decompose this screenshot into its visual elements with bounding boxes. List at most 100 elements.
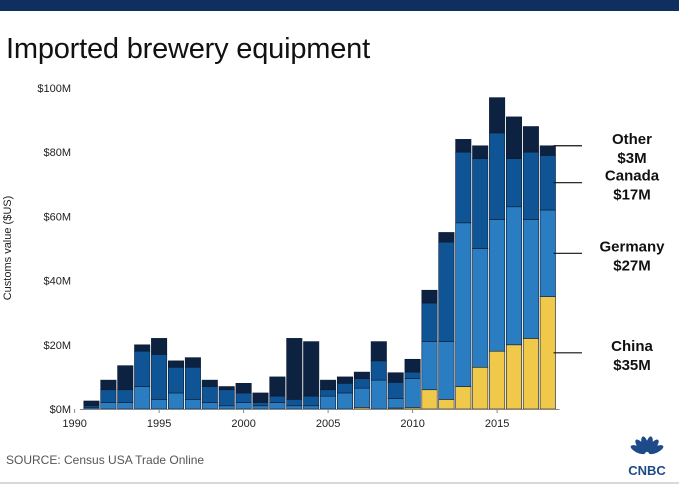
bar-segment-canada — [336, 383, 353, 394]
bar-segment-germany — [303, 405, 320, 410]
bar-segment-germany — [489, 219, 506, 352]
logo-text: CNBC — [628, 463, 666, 478]
bar-segment-canada — [235, 392, 252, 403]
bar-segment-canada — [218, 389, 235, 407]
x-tick-label: 2000 — [231, 418, 255, 430]
bar-segment-other — [134, 344, 151, 352]
bar-segment-china — [539, 296, 556, 410]
bar-segment-other — [370, 341, 387, 362]
bar-segment-germany — [336, 392, 353, 410]
bar-segment-other — [505, 116, 522, 159]
bar-segment-other — [387, 372, 404, 383]
bar-segment-germany — [353, 387, 370, 408]
bar-segment-other — [235, 383, 252, 394]
bar-segment-canada — [269, 395, 286, 403]
bar-segment-canada — [201, 386, 218, 403]
bar-segment-canada — [370, 360, 387, 381]
bar-segment-germany — [387, 398, 404, 409]
cnbc-logo: CNBC — [628, 436, 666, 478]
x-tick-label: 1990 — [62, 418, 86, 430]
bar-segment-germany — [201, 402, 218, 410]
bar-segment-germany — [269, 402, 286, 410]
y-tick-label: $20M — [43, 340, 71, 352]
y-tick-label: $80M — [43, 147, 71, 159]
bar-segment-germany — [505, 206, 522, 346]
bar-segment-canada — [320, 389, 337, 397]
bar-segment-china — [522, 338, 539, 410]
bar-segment-germany — [472, 248, 489, 368]
bar-segment-other — [455, 139, 472, 153]
bar-segment-china — [455, 386, 472, 410]
bar-segment-canada — [286, 399, 303, 407]
bar-segment-germany — [151, 399, 168, 410]
source-note: SOURCE: Census USA Trade Online — [6, 453, 205, 467]
x-tick-label: 2010 — [400, 418, 424, 430]
bar-segment-canada — [489, 132, 506, 220]
bar-segment-canada — [117, 389, 134, 403]
bar-segment-china — [472, 366, 489, 410]
bar-segment-germany — [421, 341, 438, 391]
bar-segment-other — [218, 386, 235, 391]
bar-segment-other — [303, 341, 320, 397]
bar-segment-canada — [421, 302, 438, 342]
bar-segment-other — [252, 392, 269, 403]
bar-segment-other — [286, 338, 303, 400]
y-axis-title-group: Customs value ($US) — [2, 196, 14, 301]
bar-segment-germany — [252, 405, 269, 410]
annotation-name-canada: Canada — [605, 168, 660, 185]
top-accent-bar — [0, 0, 679, 11]
bar-segment-canada — [303, 395, 320, 407]
x-tick-label: 1995 — [147, 418, 171, 430]
bar-segment-other — [83, 400, 100, 407]
bar-segment-other — [539, 145, 556, 156]
bar-segment-china — [438, 399, 455, 410]
bar-segment-canada — [252, 402, 269, 407]
x-tick-label: 2005 — [316, 418, 340, 430]
bar-segment-other — [269, 376, 286, 397]
bar-segment-other — [336, 376, 353, 384]
y-axis-ticks: $0M $20M $40M $60M $80M $100M — [37, 83, 71, 416]
bar-segment-other — [522, 126, 539, 153]
bar-segment-canada — [151, 354, 168, 400]
bar-segment-germany — [539, 209, 556, 297]
bar-segment-canada — [184, 366, 201, 400]
bar-segment-other — [201, 379, 218, 387]
annotation-name-other: Other — [612, 131, 652, 148]
annotation-name-china: China — [611, 338, 653, 355]
bar-segment-canada — [353, 378, 370, 389]
bar-segment-canada — [505, 158, 522, 208]
bar-segment-other — [100, 379, 117, 391]
bar-segment-germany — [100, 402, 117, 410]
annotation-value-germany: $27M — [613, 257, 651, 274]
y-axis-title: Customs value ($US) — [2, 196, 14, 301]
bar-segment-canada — [539, 155, 556, 211]
bar-segment-germany — [235, 402, 252, 410]
bar-segment-canada — [168, 366, 185, 394]
bar-segment-germany — [404, 378, 421, 408]
y-tick-label: $40M — [43, 276, 71, 288]
bar-segment-other — [404, 358, 421, 373]
bar-segment-germany — [184, 399, 201, 410]
bar-segment-other — [438, 232, 455, 243]
bar-segment-other — [489, 97, 506, 134]
y-tick-label: $0M — [50, 404, 71, 416]
bar-segment-other — [151, 338, 168, 355]
bar-segment-canada — [455, 151, 472, 224]
bar-segment-germany — [438, 341, 455, 400]
bar-segment-germany — [218, 405, 235, 410]
bar-segment-canada — [134, 350, 151, 387]
bar-segment-other — [320, 379, 337, 391]
bar-segment-other — [117, 365, 134, 391]
bar-segment-canada — [100, 389, 117, 403]
bar-segment-china — [489, 350, 506, 410]
chart-title: Imported brewery equipment — [6, 33, 370, 65]
x-tick-label: 2015 — [485, 418, 509, 430]
bar-segment-germany — [455, 222, 472, 387]
bar-segment-germany — [320, 395, 337, 410]
peacock-icon — [630, 436, 664, 455]
x-axis: 1990 1995 2000 2005 2010 2015 — [62, 409, 560, 430]
bar-segment-germany — [117, 402, 134, 410]
